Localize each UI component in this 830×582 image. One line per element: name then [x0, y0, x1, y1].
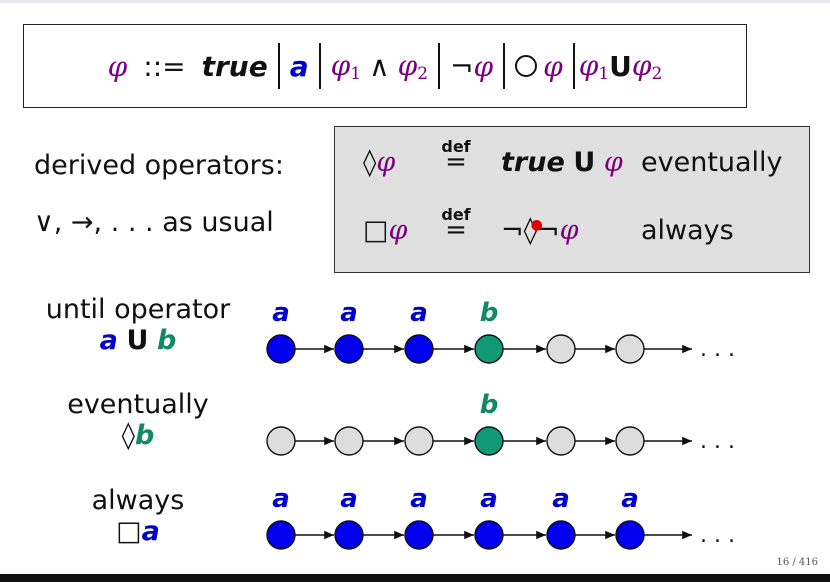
bottom-bar: [0, 574, 830, 582]
state-label: a: [410, 298, 428, 328]
state-circle-blue: [335, 335, 363, 363]
state-label: a: [272, 484, 290, 514]
state-circle-blue: [547, 521, 575, 549]
state-circle-gray: [405, 427, 433, 455]
state-label: a: [340, 298, 358, 328]
state-circle-blue: [616, 521, 644, 549]
page-number: 16 / 416: [776, 557, 818, 568]
ellipsis: . . .: [700, 523, 735, 548]
state-label: a: [410, 484, 428, 514]
state-circle-blue: [335, 521, 363, 549]
state-circle-blue: [267, 335, 295, 363]
state-label: a: [621, 484, 639, 514]
state-label: b: [480, 298, 499, 328]
state-label: a: [552, 484, 570, 514]
state-circle-gray: [547, 335, 575, 363]
state-circle-green: [475, 335, 503, 363]
state-label: a: [480, 484, 498, 514]
ellipsis: . . .: [700, 429, 735, 454]
state-circle-green: [475, 427, 503, 455]
state-circle-gray: [616, 427, 644, 455]
state-circle-gray: [267, 427, 295, 455]
state-label: b: [480, 390, 499, 420]
state-circle-blue: [405, 335, 433, 363]
state-label: a: [272, 298, 290, 328]
state-circle-blue: [475, 521, 503, 549]
state-circle-gray: [335, 427, 363, 455]
ellipsis: . . .: [700, 337, 735, 362]
state-circle-gray: [616, 335, 644, 363]
state-label: a: [340, 484, 358, 514]
state-circle-gray: [547, 427, 575, 455]
state-circle-blue: [405, 521, 433, 549]
state-circle-blue: [267, 521, 295, 549]
